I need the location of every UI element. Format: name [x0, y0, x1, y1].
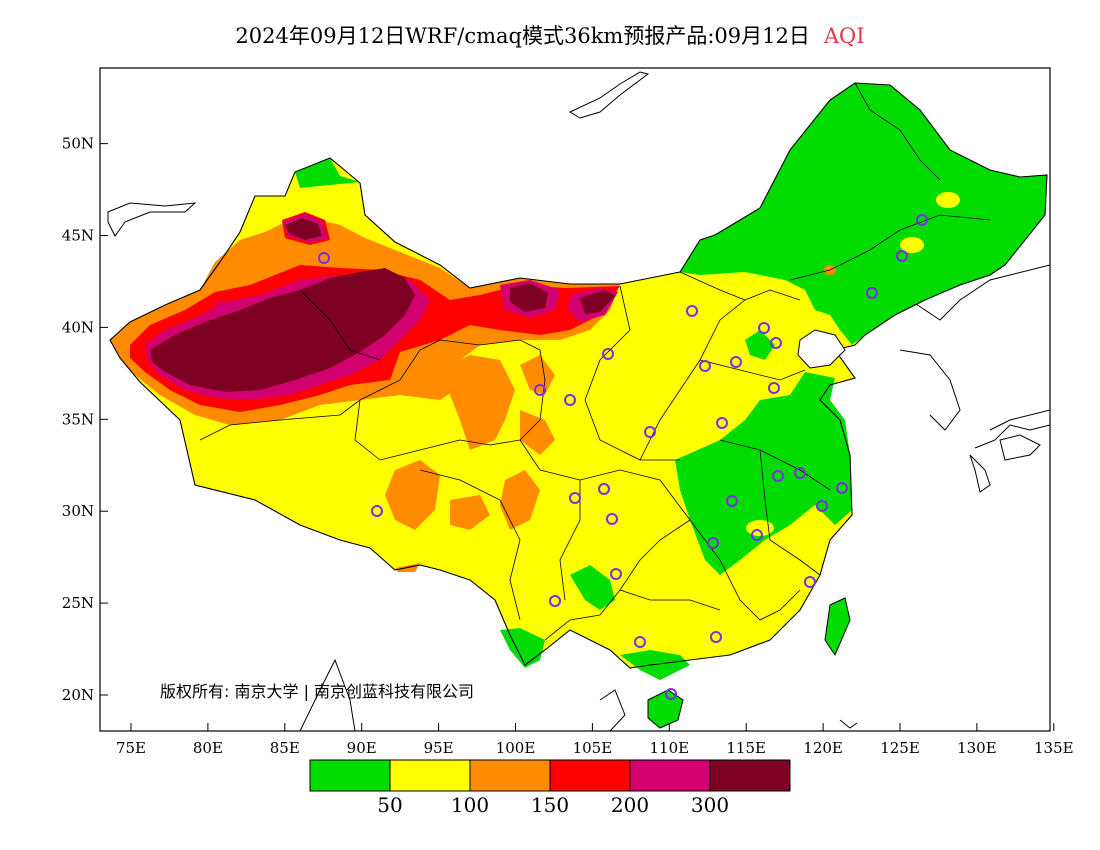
latitude-axis: 20N 25N 30N 35N 40N 45N 50N [62, 135, 108, 704]
station-marker [634, 636, 646, 648]
station-marker [716, 417, 728, 429]
lon-tick-label: 80E [193, 739, 223, 757]
station-marker [866, 287, 878, 299]
lon-tick-label: 90E [347, 739, 377, 757]
station-marker [768, 382, 780, 394]
station-marker [758, 322, 770, 334]
lat-tick-label: 35N [62, 410, 94, 428]
station-marker [318, 252, 330, 264]
lon-tick-label: 115E [726, 739, 766, 757]
legend-swatch [469, 759, 551, 792]
station-marker [686, 305, 698, 317]
bohai-coast [797, 329, 846, 369]
legend-swatch [709, 759, 791, 792]
station-marker [916, 214, 928, 226]
station-marker [772, 470, 784, 482]
hazardous-zones [150, 218, 615, 392]
lon-tick-label: 135E [1034, 739, 1074, 757]
map-title: 2024年09月12日WRF/cmaq模式36km预报产品:09月12日 AQI [0, 20, 1100, 50]
lon-tick-label: 105E [573, 739, 613, 757]
lat-tick-label: 25N [62, 594, 94, 612]
station-marker [794, 467, 806, 479]
lat-tick-label: 45N [62, 227, 94, 245]
aqi-legend: 50 100 150 200 300 [309, 759, 791, 817]
taiwan-outline [824, 597, 851, 657]
station-marker [602, 348, 614, 360]
lat-tick-label: 30N [62, 502, 94, 520]
lat-tick-label: 50N [62, 135, 94, 153]
lon-tick-label: 100E [496, 739, 536, 757]
province-boundaries [199, 82, 991, 641]
legend-label: 300 [691, 793, 729, 817]
station-marker [569, 492, 581, 504]
lon-tick-label: 110E [650, 739, 690, 757]
station-marker [770, 337, 782, 349]
station-marker [816, 500, 828, 512]
station-marker [896, 250, 908, 262]
station-marker [804, 576, 816, 588]
station-marker [730, 356, 742, 368]
lat-tick-label: 20N [62, 686, 94, 704]
lon-tick-label: 95E [424, 739, 454, 757]
station-marker [726, 495, 738, 507]
station-marker [371, 505, 383, 517]
legend-swatch [629, 759, 711, 792]
lon-tick-label: 85E [270, 739, 300, 757]
station-marker [836, 482, 848, 494]
station-marker [751, 529, 763, 541]
station-marker [564, 394, 576, 406]
title-pollutant: AQI [823, 24, 865, 48]
legend-swatch [549, 759, 631, 792]
station-marker [610, 568, 622, 580]
legend-label: 150 [531, 793, 569, 817]
station-marker [707, 537, 719, 549]
legend-swatch [389, 759, 471, 792]
station-marker [598, 483, 610, 495]
legend-swatch [309, 759, 391, 792]
legend-label: 200 [611, 793, 649, 817]
station-marker [534, 384, 546, 396]
map-frame [99, 67, 1051, 732]
station-marker [549, 595, 561, 607]
station-markers [318, 214, 928, 700]
station-marker [665, 688, 677, 700]
station-marker [699, 360, 711, 372]
station-marker [710, 631, 722, 643]
lon-tick-label: 120E [803, 739, 843, 757]
lat-tick-label: 40N [62, 318, 94, 336]
station-marker [644, 426, 656, 438]
china-outline [109, 82, 1048, 669]
copyright-text: 版权所有: 南京大学 | 南京创蓝科技有限公司 [160, 682, 474, 701]
legend-label: 100 [451, 793, 489, 817]
title-main: 2024年09月12日WRF/cmaq模式36km预报产品:09月12日 [235, 24, 810, 48]
lon-tick-label: 130E [957, 739, 997, 757]
station-marker [606, 513, 618, 525]
legend-label: 50 [377, 793, 402, 817]
lon-tick-label: 75E [116, 739, 146, 757]
lon-tick-label: 125E [880, 739, 920, 757]
longitude-axis: 75E 80E 85E 90E 95E 100E 105E 110E 115E 120E 125E 1… [116, 723, 1074, 757]
